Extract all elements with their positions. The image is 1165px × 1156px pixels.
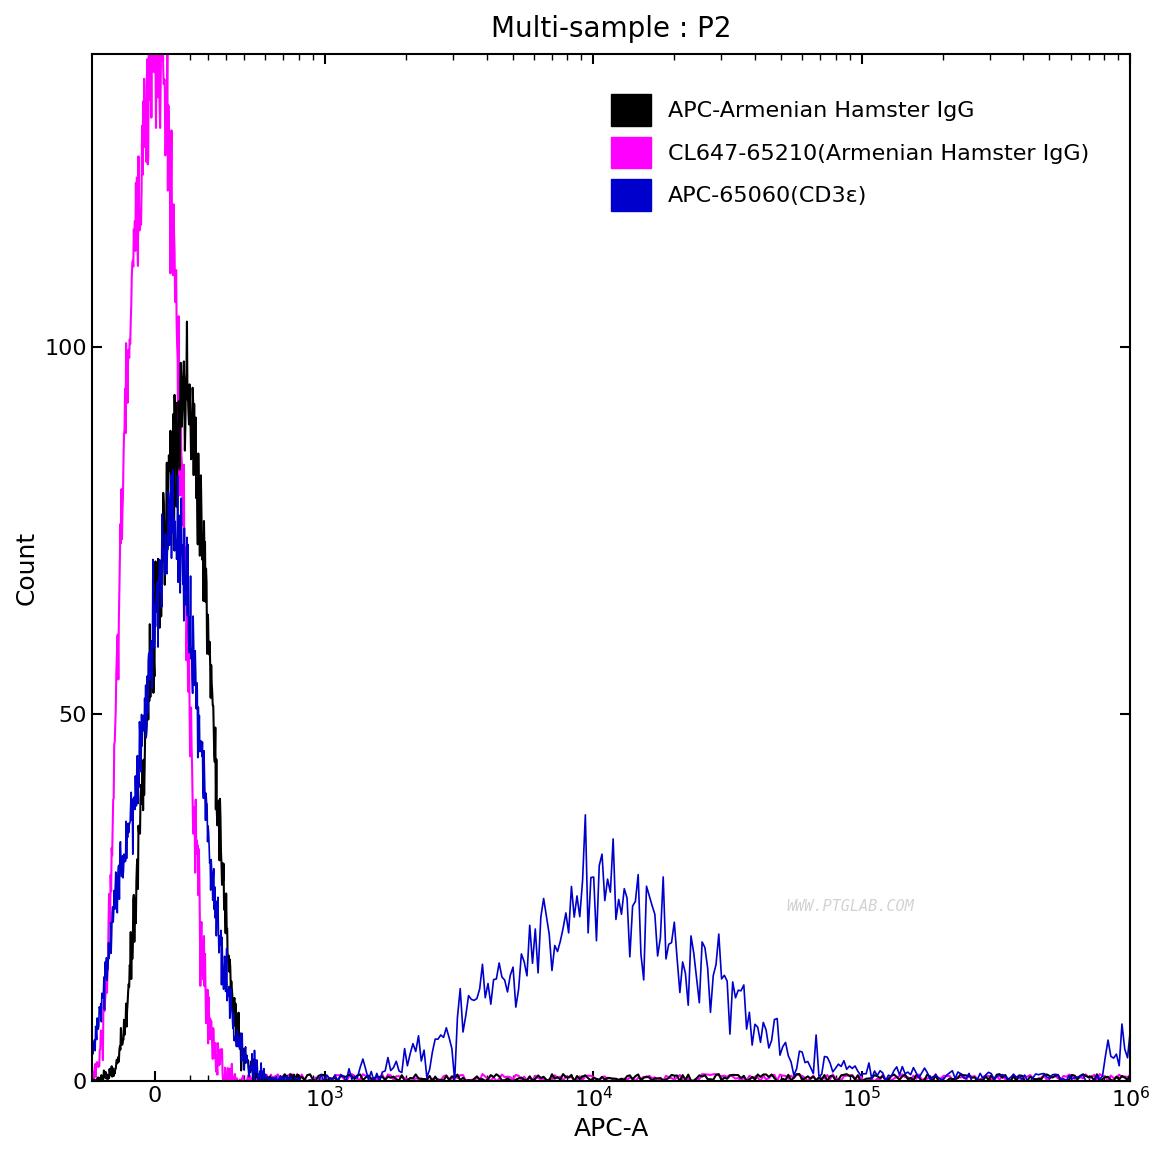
CL647-65210(Armenian Hamster IgG) — [85, 1064, 99, 1077]
CL647-65210(Armenian Hamster IgG) — [200, 1005, 214, 1018]
APC-65060(CD3ε) — [1123, 1023, 1137, 1037]
APC-Armenian Hamster IgG — [188, 461, 202, 475]
X-axis label: APC-A: APC-A — [573, 1117, 649, 1141]
APC-Armenian Hamster IgG — [179, 314, 193, 328]
Text: WWW.PTGLAB.COM: WWW.PTGLAB.COM — [786, 899, 913, 914]
APC-Armenian Hamster IgG — [461, 1073, 475, 1087]
APC-Armenian Hamster IgG — [85, 1072, 99, 1085]
APC-65060(CD3ε) — [85, 1052, 99, 1066]
CL647-65210(Armenian Hamster IgG) — [937, 1069, 951, 1083]
APC-65060(CD3ε) — [174, 544, 188, 558]
Line: APC-Armenian Hamster IgG: APC-Armenian Hamster IgG — [92, 321, 1130, 1081]
APC-65060(CD3ε) — [247, 1074, 261, 1088]
APC-Armenian Hamster IgG — [200, 647, 214, 661]
APC-Armenian Hamster IgG — [1123, 1068, 1137, 1082]
APC-Armenian Hamster IgG — [86, 1074, 100, 1088]
Line: APC-65060(CD3ε): APC-65060(CD3ε) — [92, 469, 1130, 1081]
APC-65060(CD3ε) — [167, 462, 181, 476]
CL647-65210(Armenian Hamster IgG) — [698, 1067, 712, 1081]
APC-Armenian Hamster IgG — [937, 1074, 951, 1088]
Y-axis label: Count: Count — [15, 531, 38, 605]
APC-65060(CD3ε) — [199, 796, 213, 810]
APC-65060(CD3ε) — [698, 941, 712, 955]
APC-65060(CD3ε) — [461, 988, 475, 1002]
APC-Armenian Hamster IgG — [698, 1068, 712, 1082]
CL647-65210(Armenian Hamster IgG) — [175, 446, 189, 460]
CL647-65210(Armenian Hamster IgG) — [188, 818, 202, 832]
APC-65060(CD3ε) — [188, 679, 202, 692]
APC-Armenian Hamster IgG — [174, 356, 188, 370]
Title: Multi-sample : P2: Multi-sample : P2 — [490, 15, 732, 43]
CL647-65210(Armenian Hamster IgG) — [1123, 1068, 1137, 1082]
Legend: APC-Armenian Hamster IgG, CL647-65210(Armenian Hamster IgG), APC-65060(CD3ε): APC-Armenian Hamster IgG, CL647-65210(Ar… — [601, 86, 1099, 220]
CL647-65210(Armenian Hamster IgG) — [461, 1073, 475, 1087]
CL647-65210(Armenian Hamster IgG) — [86, 1074, 100, 1088]
Line: CL647-65210(Armenian Hamster IgG): CL647-65210(Armenian Hamster IgG) — [92, 0, 1130, 1081]
APC-65060(CD3ε) — [937, 1072, 951, 1085]
